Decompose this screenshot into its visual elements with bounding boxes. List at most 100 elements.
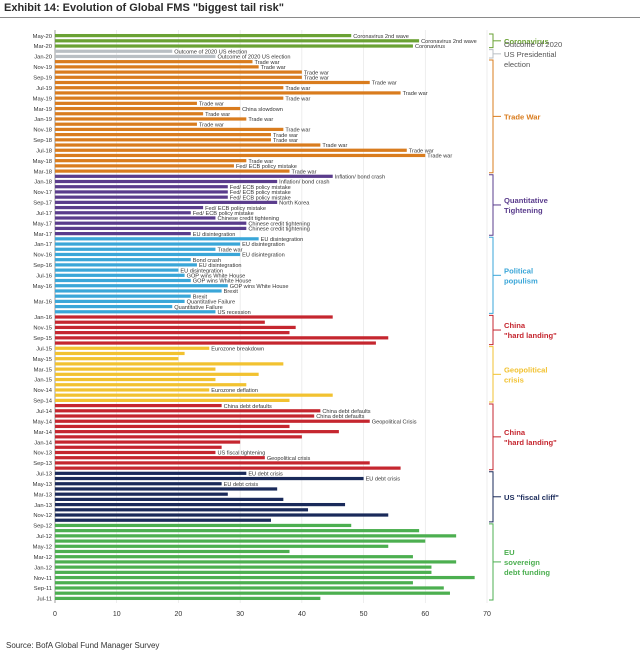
bar — [55, 49, 173, 53]
bar — [55, 60, 253, 64]
bar-annotation: Chinese credit tightening — [217, 216, 279, 222]
bar-annotation: Outcome of 2020 US election — [217, 55, 290, 61]
bar-annotation: Quantitative Failure — [187, 300, 236, 306]
bar-annotation: Trade war — [285, 128, 310, 134]
bar — [55, 351, 185, 356]
y-tick-label: Sep-11 — [34, 586, 52, 592]
bar-annotation: China slowdown — [242, 107, 283, 113]
bar — [55, 445, 222, 449]
bar — [55, 518, 271, 522]
bar-annotation: Trade war — [273, 133, 298, 139]
bar-annotation: Inflation/ bond crash — [279, 180, 329, 186]
y-tick-label: Mar-12 — [34, 555, 52, 561]
bar — [55, 185, 228, 189]
y-tick-label: Mar-15 — [34, 367, 52, 373]
bar — [55, 304, 173, 309]
bar-annotation: Outcome of 2020 US election — [174, 49, 247, 55]
group-bracket — [489, 174, 494, 236]
bar — [55, 65, 259, 69]
y-tick-label: May-19 — [33, 96, 52, 102]
category-label: Coronavirus — [504, 37, 549, 46]
category-label: Outcome of 2020 — [504, 40, 562, 49]
y-tick-label: Jul-11 — [37, 597, 52, 603]
bar — [55, 357, 179, 361]
bar — [55, 414, 315, 418]
bar — [55, 508, 309, 512]
category-label: China — [504, 428, 526, 437]
y-tick-label: May-14 — [33, 419, 53, 425]
bar-annotation: GOP wins White House — [187, 274, 246, 280]
y-tick-label: Jan-19 — [34, 117, 52, 123]
category-label: Tightening — [504, 206, 543, 215]
category-label: crisis — [504, 375, 524, 384]
bar-annotation: Brexit — [193, 294, 208, 300]
y-tick-label: Mar-14 — [34, 430, 53, 436]
bar — [55, 284, 228, 288]
y-tick-label: Jan-20 — [34, 55, 52, 61]
bar — [55, 200, 278, 204]
category-label: "hard landing" — [504, 438, 557, 447]
bar-annotation: Trade war — [254, 60, 279, 66]
group-bracket — [489, 314, 494, 346]
bar — [55, 258, 191, 262]
category-label: election — [504, 60, 530, 69]
bar — [55, 513, 389, 517]
bar — [55, 117, 247, 121]
group-bracket — [489, 523, 494, 601]
group-bracket — [489, 346, 494, 403]
y-tick-label: Sep-18 — [33, 138, 52, 144]
bar — [55, 237, 259, 241]
y-tick-label: Jan-14 — [34, 440, 53, 446]
bar-annotation: Trade war — [372, 81, 397, 87]
bar — [55, 461, 370, 465]
bar-annotation: EU disintegration — [242, 242, 285, 248]
group-bracket — [489, 49, 494, 59]
bar — [55, 497, 284, 502]
bar-annotation: Geopolitical Crisis — [372, 419, 417, 425]
y-tick-label: May-20 — [33, 34, 52, 40]
category-label: Geopolitical — [504, 365, 547, 374]
bar — [55, 555, 413, 559]
bar — [55, 586, 444, 590]
bar — [55, 294, 191, 298]
bar-annotation: Trade war — [261, 65, 286, 71]
y-tick-label: Nov-19 — [33, 65, 52, 71]
bar — [55, 409, 321, 413]
y-tick-label: Mar-18 — [34, 169, 52, 175]
bar — [55, 174, 333, 178]
bar — [55, 450, 216, 455]
category-label: "hard landing" — [504, 331, 557, 340]
y-tick-label: Sep-12 — [33, 524, 52, 530]
bar-annotation: Trade war — [292, 169, 317, 175]
bar — [55, 398, 290, 402]
bar-annotation: EU debt crisis — [248, 472, 283, 478]
bar — [55, 331, 290, 335]
bar-annotation: GOP wins White House — [230, 284, 289, 290]
bar — [55, 403, 222, 408]
bar — [55, 476, 364, 481]
bar — [55, 471, 247, 475]
bar — [55, 310, 216, 314]
y-tick-label: Jul-15 — [36, 346, 52, 352]
category-label: US "fiscal cliff" — [504, 493, 559, 502]
y-tick-label: Jan-12 — [34, 565, 52, 571]
bar-annotation: Fed/ ECB policy mistake — [230, 195, 291, 201]
bar-annotation: EU disintegration — [193, 232, 236, 238]
y-tick-label: Jul-12 — [36, 534, 52, 540]
category-label: Quantitative — [504, 196, 548, 205]
bar — [55, 466, 401, 470]
y-tick-label: Sep-17 — [33, 201, 52, 207]
bar-annotation: Trade war — [322, 143, 347, 149]
bar-annotation: Trade war — [285, 96, 310, 102]
bar — [55, 195, 228, 199]
bar — [55, 138, 271, 142]
bar — [55, 440, 241, 444]
bar-annotation: Brexit — [224, 289, 239, 295]
bar — [55, 205, 204, 210]
y-tick-label: Mar-19 — [34, 107, 52, 113]
y-tick-label: Mar-17 — [34, 232, 52, 238]
bar-annotation: Fed/ ECB policy mistake — [236, 164, 297, 170]
bar — [55, 273, 185, 277]
bar-annotation: Chinese credit tightening — [248, 221, 310, 227]
bar-annotation: Trade war — [199, 102, 224, 108]
